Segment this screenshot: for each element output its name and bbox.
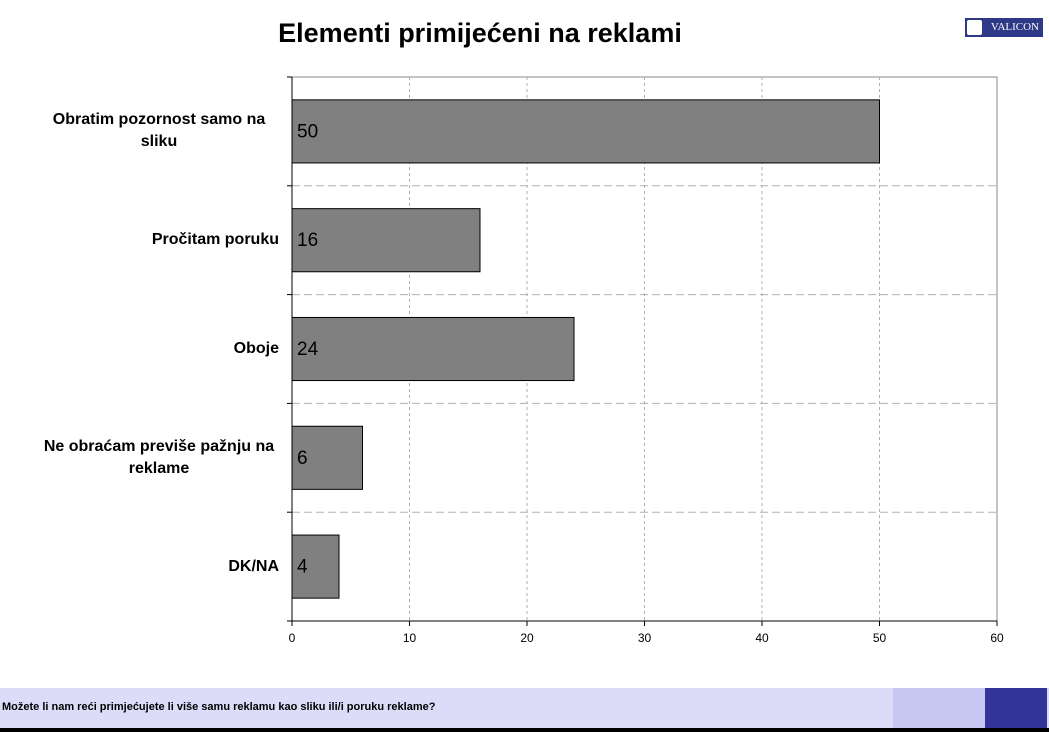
x-tick-label: 60 [990,631,1004,645]
bar [291,534,340,599]
category-label-box: Ne obraćam previše pažnju na reklame [19,436,279,480]
category-label-box: Obratim pozornost samo na sliku [19,109,279,153]
category-label: Obratim pozornost samo na sliku [52,111,266,151]
bar [291,425,363,490]
footer-line [0,728,1049,732]
footer-block [893,688,985,728]
category-label: DK/NA [228,557,279,575]
footer-question: Možete li nam reći primjećujete li više … [2,701,436,713]
logo-text: VALICON [990,21,1039,33]
value-label: 24 [297,339,319,360]
x-tick-label: 0 [289,631,296,645]
bar [291,316,575,382]
category-label-box: DK/NA [19,556,279,578]
category-label-box: Pročitam poruku [19,229,279,251]
x-tick-label: 50 [873,631,887,645]
x-tick-label: 20 [520,631,534,645]
category-label: Ne obraćam previše pažnju na reklame [43,437,275,477]
x-tick-label: 30 [638,631,652,645]
value-label: 50 [297,121,318,142]
category-label: Oboje [233,340,279,357]
category-label: Pročitam poruku [151,231,279,249]
footer-block [985,688,1047,728]
value-label: 16 [297,230,318,251]
footer: Možete li nam reći primjećujete li više … [0,688,1049,728]
chart-title: Elementi primijećeni na reklami [278,18,682,48]
x-tick-label: 40 [755,631,769,645]
x-tick-label: 10 [403,631,417,645]
category-label-box: Oboje [19,338,279,360]
bar [291,208,481,273]
logo-mark [967,20,982,35]
logo: VALICON [965,18,1043,37]
value-label: 6 [297,448,308,469]
bar [291,99,880,164]
value-label: 4 [297,557,308,578]
